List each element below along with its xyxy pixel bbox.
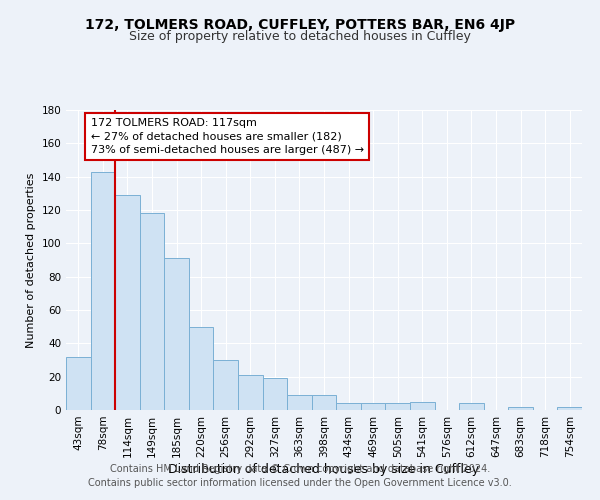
Bar [214,360,238,410]
Text: Size of property relative to detached houses in Cuffley: Size of property relative to detached ho… [129,30,471,43]
Bar [238,375,263,410]
Bar [385,404,410,410]
Bar [91,172,115,410]
Bar [263,378,287,410]
Bar [287,395,312,410]
Bar [459,404,484,410]
Text: Contains HM Land Registry data © Crown copyright and database right 2024.
Contai: Contains HM Land Registry data © Crown c… [88,464,512,487]
Bar [336,404,361,410]
Bar [508,406,533,410]
Bar [140,214,164,410]
Bar [410,402,434,410]
Bar [361,404,385,410]
Bar [66,356,91,410]
Text: 172 TOLMERS ROAD: 117sqm
← 27% of detached houses are smaller (182)
73% of semi-: 172 TOLMERS ROAD: 117sqm ← 27% of detach… [91,118,364,154]
X-axis label: Distribution of detached houses by size in Cuffley: Distribution of detached houses by size … [169,462,479,475]
Bar [189,326,214,410]
Y-axis label: Number of detached properties: Number of detached properties [26,172,36,348]
Text: 172, TOLMERS ROAD, CUFFLEY, POTTERS BAR, EN6 4JP: 172, TOLMERS ROAD, CUFFLEY, POTTERS BAR,… [85,18,515,32]
Bar [557,406,582,410]
Bar [312,395,336,410]
Bar [164,258,189,410]
Bar [115,195,140,410]
